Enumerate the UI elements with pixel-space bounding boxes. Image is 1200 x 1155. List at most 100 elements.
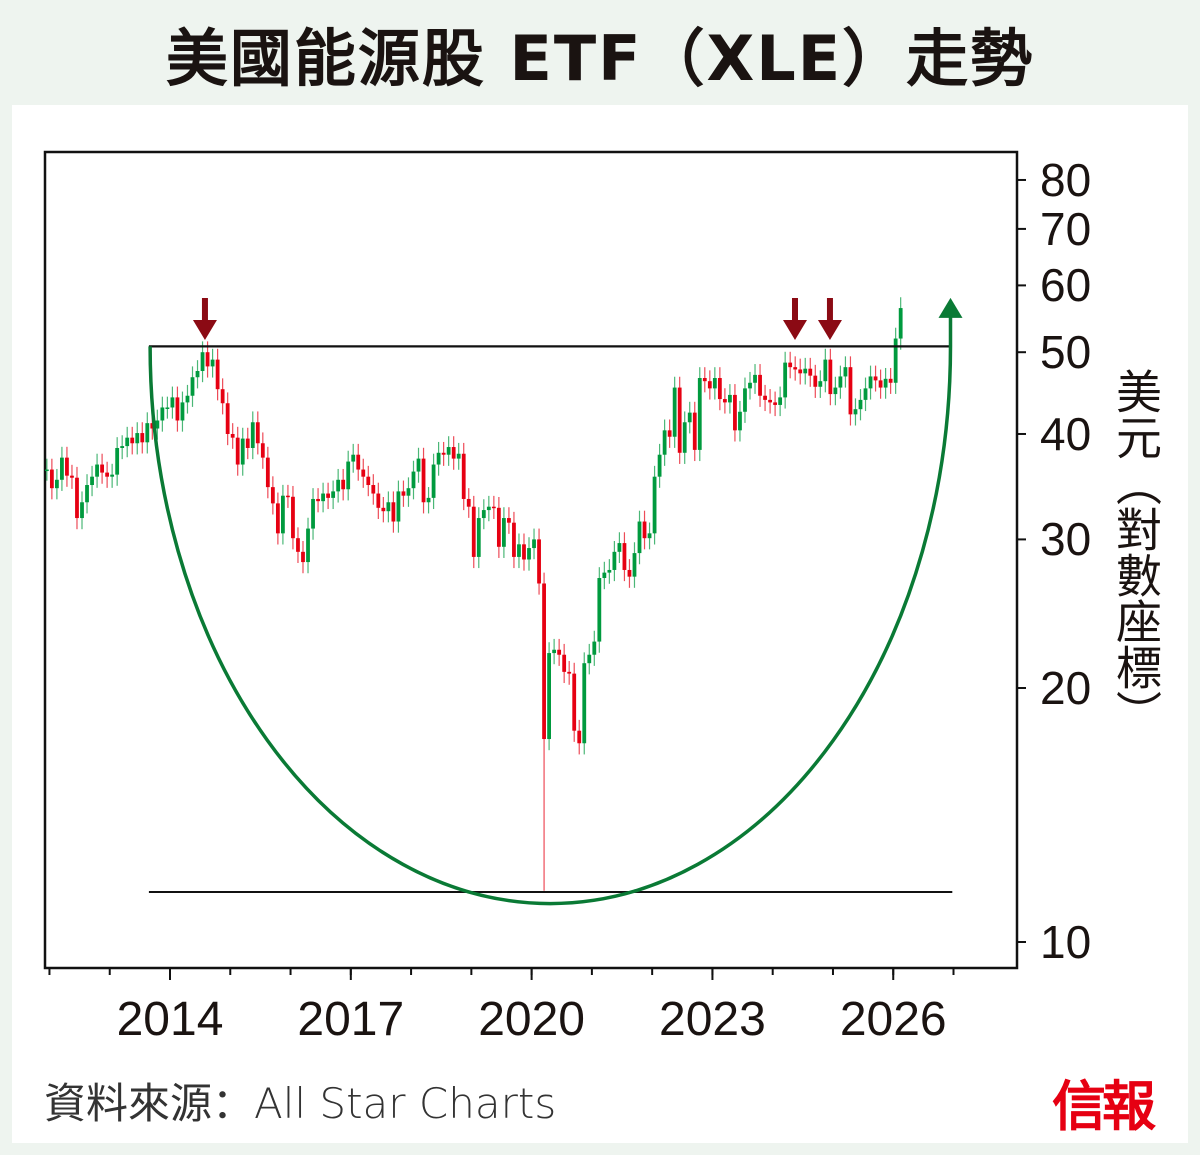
candle-body	[215, 359, 220, 390]
candle-body	[607, 569, 612, 573]
candle-body	[170, 397, 175, 408]
candle	[517, 533, 521, 569]
candle-body	[54, 479, 59, 489]
candle-body	[717, 378, 722, 400]
candle-body	[451, 447, 456, 459]
candle-body	[44, 469, 49, 472]
candle	[677, 376, 682, 464]
candle	[567, 661, 572, 685]
candle	[115, 437, 120, 486]
candle-body	[496, 507, 501, 547]
candle	[130, 426, 135, 455]
candle	[697, 367, 702, 462]
candle-body	[125, 437, 130, 447]
candle	[512, 511, 516, 569]
candle-body	[527, 548, 531, 560]
candle	[863, 377, 868, 412]
candle-body	[883, 378, 888, 388]
candle-body	[667, 430, 672, 437]
candle-body	[205, 352, 210, 367]
x-tick-label: 2014	[116, 993, 224, 1046]
candle-body	[808, 368, 813, 376]
candle-body	[517, 544, 521, 557]
candle	[587, 643, 592, 675]
candle-body	[707, 381, 712, 389]
candle	[572, 662, 577, 742]
candle	[125, 426, 130, 458]
candle-body	[346, 461, 351, 490]
candle	[140, 422, 145, 454]
candle-body	[396, 491, 401, 522]
candle-body	[572, 673, 577, 731]
candle-body	[230, 433, 235, 438]
candle	[768, 389, 772, 414]
candle-body	[165, 407, 170, 409]
candle	[738, 400, 742, 442]
candle-body	[697, 378, 702, 450]
candle-body	[240, 438, 245, 465]
candle-body	[120, 446, 125, 448]
candle-body	[778, 397, 783, 405]
candle	[758, 364, 762, 407]
candle	[833, 376, 838, 406]
candle-body	[75, 477, 79, 519]
candle	[607, 559, 612, 584]
candle-body	[391, 502, 396, 522]
candle-body	[758, 374, 762, 396]
candle-body	[522, 544, 526, 560]
candle	[54, 468, 59, 500]
candle-body	[873, 376, 878, 381]
candle	[346, 450, 351, 501]
y-tick-label: 80	[1040, 153, 1092, 206]
candle-body	[617, 543, 622, 552]
candle-body	[326, 493, 331, 498]
candle	[507, 507, 511, 534]
candle	[527, 537, 531, 571]
candle	[406, 477, 411, 507]
candle	[366, 465, 371, 497]
candle	[371, 474, 376, 505]
candle-body	[401, 491, 406, 496]
candle-body	[888, 378, 893, 383]
candle	[421, 447, 426, 514]
candle-body	[833, 387, 838, 395]
candle-body	[798, 369, 803, 374]
candle-body	[296, 538, 300, 552]
x-tick-label: 2017	[297, 993, 405, 1046]
candle	[873, 365, 878, 392]
candle-body	[662, 430, 667, 455]
candle-body	[250, 422, 255, 448]
candle	[331, 480, 336, 510]
candle-body	[245, 438, 250, 448]
candle-body	[90, 476, 94, 486]
candle-body	[898, 308, 903, 339]
candle-body	[351, 454, 356, 462]
candle	[637, 510, 642, 565]
candle-body	[702, 378, 707, 382]
candle-body	[828, 359, 833, 395]
candle	[160, 396, 165, 432]
candle	[672, 376, 677, 448]
candle	[301, 540, 305, 574]
x-tick-label: 2026	[839, 993, 947, 1046]
candle	[627, 559, 632, 588]
candle	[306, 517, 310, 574]
candle-body	[728, 394, 732, 403]
candle	[632, 542, 637, 588]
candle-body	[602, 572, 607, 579]
candle	[717, 367, 722, 411]
candle	[49, 458, 54, 500]
candle	[376, 482, 381, 519]
candle-body	[722, 399, 727, 403]
candle-body	[381, 507, 386, 512]
candle-body	[843, 367, 848, 377]
candle	[687, 401, 692, 434]
candle	[85, 474, 89, 514]
candle	[431, 453, 436, 510]
candle	[481, 499, 486, 530]
candle-body	[100, 464, 104, 473]
candle	[848, 356, 853, 426]
candle	[235, 426, 240, 476]
candle-body	[577, 730, 582, 744]
